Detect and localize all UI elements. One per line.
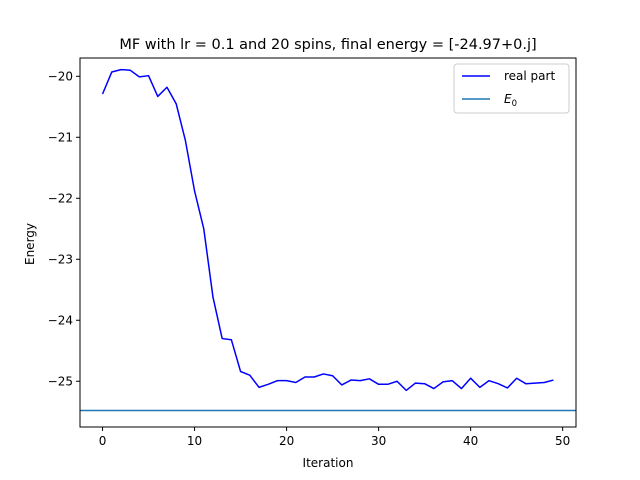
y-tick-label: −21 — [48, 130, 73, 144]
y-tick-label: −25 — [48, 374, 73, 388]
chart-title: MF with lr = 0.1 and 20 spins, final ene… — [119, 37, 536, 53]
x-tick-label: 30 — [371, 434, 386, 448]
plot-frame — [79, 57, 577, 428]
y-axis: −20 −21 −22 −23 −24 −25 — [48, 69, 80, 388]
legend-label-e0-subscript: 0 — [512, 99, 517, 109]
plot-area — [79, 57, 577, 428]
series-line-real-part — [101, 68, 554, 392]
x-tick-label: 10 — [187, 434, 202, 448]
plot-background — [80, 58, 576, 427]
y-tick-label: −23 — [48, 252, 73, 266]
x-tick-label: 20 — [279, 434, 294, 448]
x-tick-label: 0 — [99, 434, 107, 448]
legend-label-e0: E0 — [504, 92, 517, 109]
x-tick-label: 40 — [463, 434, 478, 448]
y-tick-label: −20 — [48, 69, 73, 83]
x-tick-label: 50 — [555, 434, 570, 448]
y-tick-label: −24 — [48, 313, 73, 327]
y-tick-label: −22 — [48, 191, 73, 205]
x-axis-label: Iteration — [303, 456, 354, 470]
x-axis: 0 10 20 30 40 50 — [99, 427, 570, 448]
legend-label-e0-main: E — [504, 92, 512, 106]
legend-label-real-part: real part — [504, 69, 555, 83]
series-layer — [80, 68, 576, 412]
legend: real part E0 — [453, 63, 570, 114]
y-axis-label: Energy — [23, 223, 37, 265]
